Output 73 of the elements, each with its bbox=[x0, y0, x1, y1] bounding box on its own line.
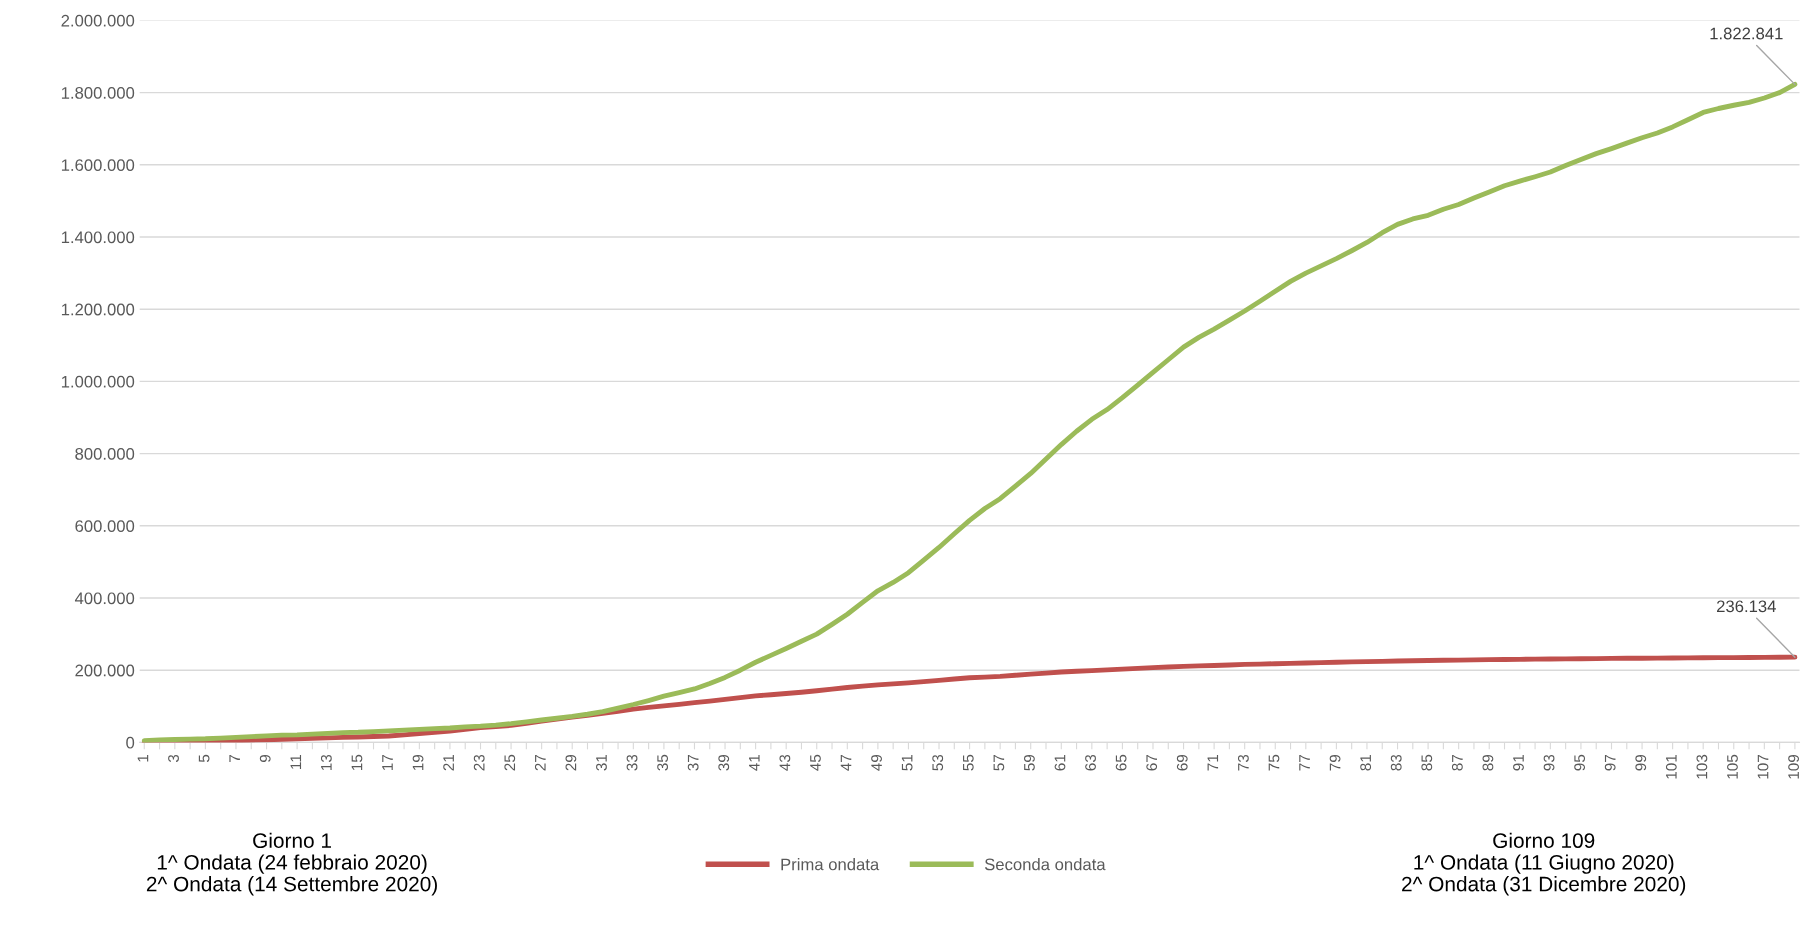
x-tick-label: 37 bbox=[687, 754, 699, 771]
x-tick-label: 101 bbox=[1665, 754, 1677, 779]
x-tick-label: 85 bbox=[1421, 754, 1433, 771]
x-tick-label: 35 bbox=[657, 754, 669, 771]
x-tick-label: 89 bbox=[1482, 754, 1494, 771]
x-tick-label: 93 bbox=[1543, 754, 1555, 771]
x-tick-label: 49 bbox=[871, 754, 882, 771]
text: Giorno 109 1^ Ondata (11 Giugno 2020) 2^ Ondata (31 Dicembre 2020) bbox=[1402, 832, 1686, 896]
x-tick-label: 77 bbox=[1299, 754, 1310, 771]
line-series bbox=[141, 81, 1798, 743]
x-tick-label: 71 bbox=[1207, 754, 1219, 771]
y-tick-label: 800.000 bbox=[75, 448, 135, 460]
x-tick-label: 67 bbox=[1146, 754, 1158, 771]
y-tick-label: 2.000.000 bbox=[61, 14, 135, 27]
x-tick-label: 39 bbox=[718, 754, 730, 771]
x-tick-label: 5 bbox=[198, 754, 210, 763]
x-tick-label: 15 bbox=[351, 754, 363, 771]
x-tick-label: 55 bbox=[963, 754, 974, 771]
annotation: 1.822.841 bbox=[1710, 27, 1783, 40]
x-tick-label: 27 bbox=[534, 754, 546, 771]
y-tick-label: 1.600.000 bbox=[61, 159, 135, 172]
x-tick-label: 43 bbox=[779, 754, 791, 771]
y-tick-label: 1.800.000 bbox=[61, 87, 135, 99]
x-tick-label: 109 bbox=[1788, 754, 1799, 779]
x-tick-label: 79 bbox=[1329, 754, 1341, 771]
x-tick-label: 7 bbox=[229, 754, 240, 762]
x-tick-label: 103 bbox=[1696, 754, 1708, 779]
x-tick-label: 91 bbox=[1513, 754, 1524, 771]
x-tick-label: 13 bbox=[320, 754, 332, 771]
x-tick-label: 3 bbox=[168, 754, 179, 763]
text: Giorno 1 1^ Ondata (24 febbraio 2020) 2^ Ondata (14 Settembre 2020) bbox=[146, 832, 437, 896]
x-tick-label: 41 bbox=[749, 754, 760, 771]
x-tick-label: 65 bbox=[1115, 754, 1127, 771]
x-tick-label: 29 bbox=[565, 754, 577, 771]
x-tick-label: 1 bbox=[137, 754, 149, 762]
x-tick-label: 51 bbox=[901, 754, 913, 771]
x-tick-label: 23 bbox=[473, 754, 485, 771]
y-tick-label: 600.000 bbox=[75, 520, 135, 533]
x-tick-label: 83 bbox=[1390, 754, 1402, 771]
x-tick-label: 21 bbox=[443, 754, 454, 771]
x-tick-label: 31 bbox=[596, 754, 607, 771]
x-tick-label: 19 bbox=[412, 754, 424, 771]
x-tick-label: 97 bbox=[1604, 754, 1616, 771]
x-tick-label: 73 bbox=[1237, 754, 1249, 771]
x-tick-label: 63 bbox=[1085, 754, 1096, 771]
y-tick-label: 0 bbox=[126, 736, 135, 749]
x-tick-label: 17 bbox=[382, 754, 393, 771]
x-tick-label: 81 bbox=[1360, 754, 1372, 771]
legend-label: Seconda ondata bbox=[984, 858, 1106, 871]
x-tick-label: 59 bbox=[1024, 754, 1035, 771]
x-tick-label: 25 bbox=[504, 754, 516, 771]
legend-label: Prima ondata bbox=[781, 858, 880, 871]
y-tick-label: 200.000 bbox=[75, 664, 135, 677]
annotation: 236.134 bbox=[1717, 600, 1776, 613]
y-tick-label: 1.400.000 bbox=[61, 231, 135, 244]
x-tick-label: 69 bbox=[1176, 754, 1188, 771]
x-tick-label: 9 bbox=[259, 754, 271, 762]
x-tick-label: 53 bbox=[932, 754, 944, 771]
x-tick-label: 95 bbox=[1574, 754, 1586, 771]
x-tick-label: 107 bbox=[1757, 754, 1769, 779]
y-tick-label: 1.200.000 bbox=[61, 303, 135, 316]
x-tick-label: 47 bbox=[840, 754, 852, 771]
x-tick-label: 105 bbox=[1727, 754, 1738, 779]
y-tick-label: 1.000.000 bbox=[61, 375, 135, 388]
x-tick-label: 57 bbox=[993, 754, 1005, 771]
x-tick-label: 45 bbox=[810, 754, 821, 771]
y-tick-label: 400.000 bbox=[74, 592, 135, 605]
x-tick-label: 61 bbox=[1054, 754, 1066, 771]
x-tick-label: 87 bbox=[1451, 754, 1463, 771]
x-tick-label: 33 bbox=[626, 754, 638, 771]
x-tick-label: 99 bbox=[1635, 754, 1647, 771]
x-tick-label: 11 bbox=[290, 754, 302, 769]
x-tick-label: 75 bbox=[1268, 754, 1280, 771]
